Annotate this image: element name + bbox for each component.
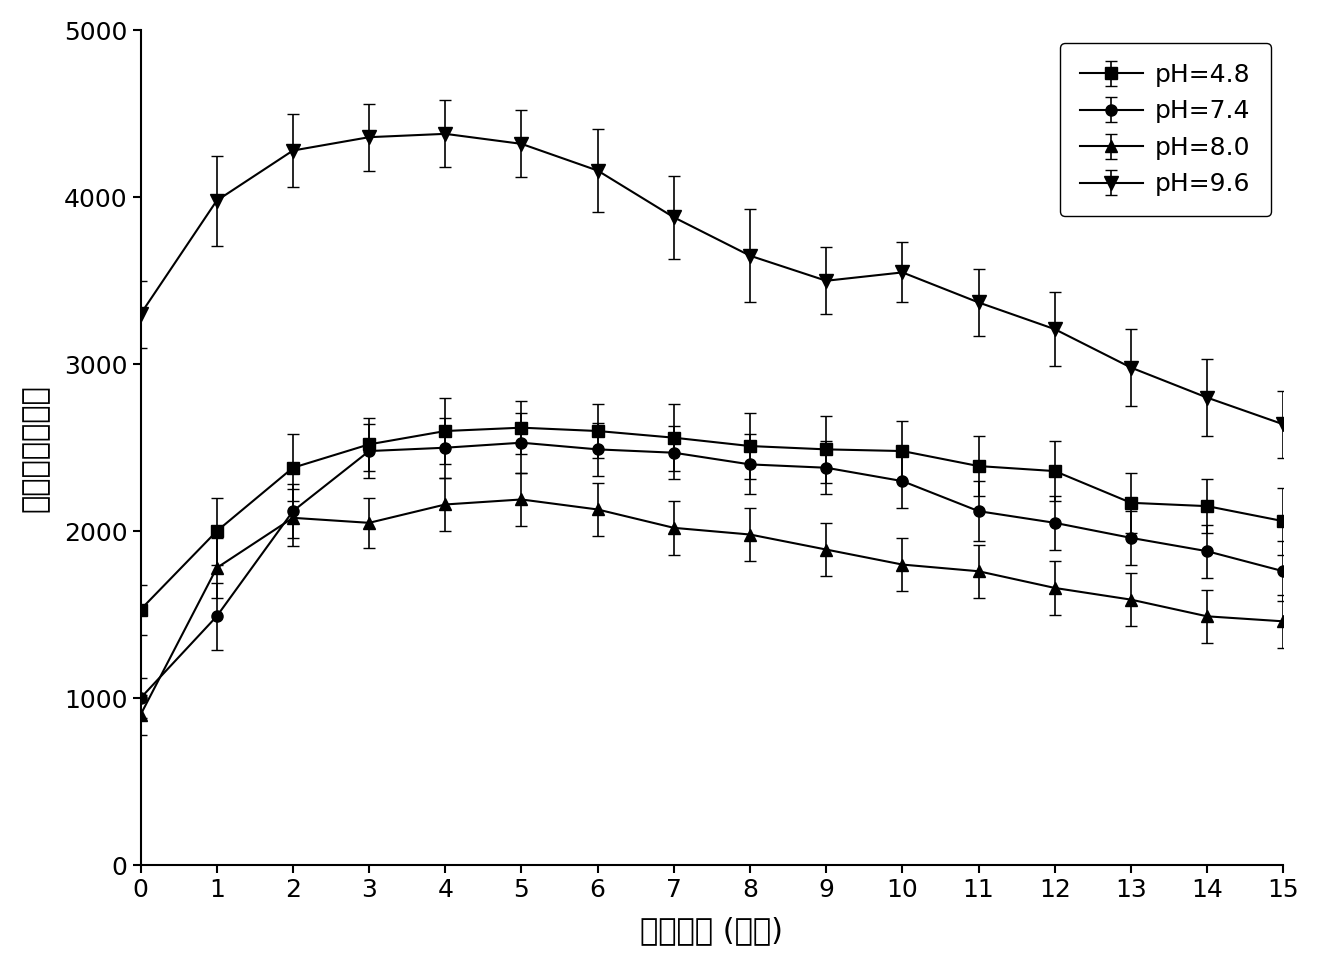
Y-axis label: 化学发光信号値: 化学发光信号値 [21,384,50,512]
X-axis label: 反应时间 (分钟): 反应时间 (分钟) [640,916,784,945]
Legend: pH=4.8, pH=7.4, pH=8.0, pH=9.6: pH=4.8, pH=7.4, pH=8.0, pH=9.6 [1060,43,1271,216]
